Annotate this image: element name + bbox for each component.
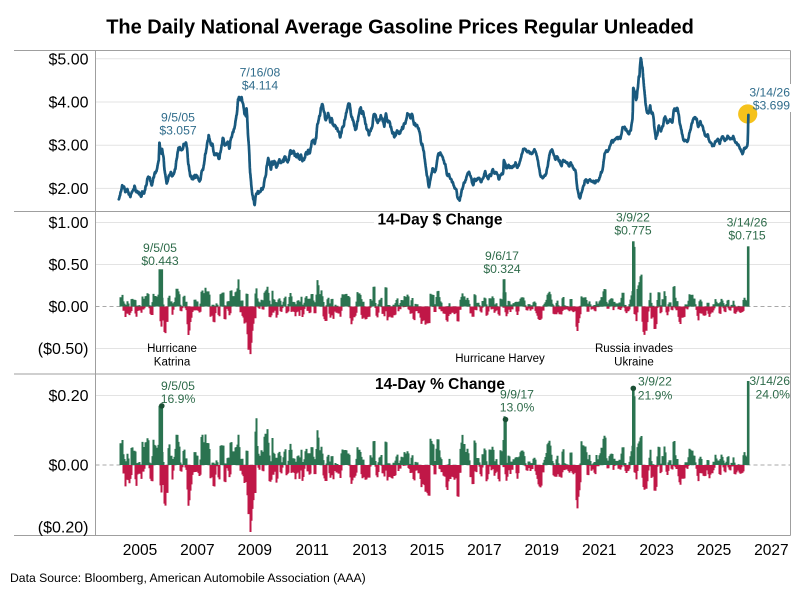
svg-text:16.9%: 16.9%	[161, 392, 196, 406]
svg-text:14-Day $ Change: 14-Day $ Change	[378, 212, 503, 229]
svg-text:2017: 2017	[467, 542, 501, 559]
svg-text:2021: 2021	[582, 542, 616, 559]
svg-text:Data Source: Bloomberg, Americ: Data Source: Bloomberg, American Automob…	[10, 571, 366, 585]
svg-text:21.9%: 21.9%	[638, 389, 673, 403]
svg-text:3/14/26: 3/14/26	[749, 374, 790, 388]
svg-text:Hurricane Harvey: Hurricane Harvey	[455, 353, 545, 365]
svg-text:2007: 2007	[180, 542, 214, 559]
svg-text:3/14/26: 3/14/26	[749, 86, 790, 100]
svg-text:$4.114: $4.114	[242, 79, 279, 93]
svg-text:3/14/26: 3/14/26	[727, 216, 768, 230]
svg-text:$0.00: $0.00	[48, 299, 88, 316]
svg-text:($0.50): ($0.50)	[38, 341, 89, 358]
svg-text:Katrina: Katrina	[154, 357, 191, 369]
svg-text:$3.699: $3.699	[753, 99, 790, 113]
svg-text:2025: 2025	[697, 542, 731, 559]
svg-text:9/6/17: 9/6/17	[485, 249, 519, 263]
svg-text:7/16/08: 7/16/08	[240, 66, 281, 80]
svg-text:9/5/05: 9/5/05	[161, 379, 195, 393]
svg-text:Ukraine: Ukraine	[614, 357, 654, 369]
svg-text:$0.324: $0.324	[483, 262, 520, 276]
svg-text:2005: 2005	[123, 542, 157, 559]
svg-text:14-Day % Change: 14-Day % Change	[375, 376, 505, 393]
svg-text:$4.00: $4.00	[48, 95, 88, 112]
svg-text:9/5/05: 9/5/05	[143, 241, 177, 255]
svg-text:($0.20): ($0.20)	[38, 520, 89, 537]
svg-text:$0.715: $0.715	[728, 229, 765, 243]
svg-text:$2.00: $2.00	[48, 181, 88, 198]
svg-text:Russia invades: Russia invades	[595, 343, 673, 355]
svg-text:$0.443: $0.443	[141, 254, 178, 268]
svg-text:2023: 2023	[639, 542, 673, 559]
svg-text:13.0%: 13.0%	[500, 401, 535, 415]
svg-text:2009: 2009	[238, 542, 272, 559]
svg-text:$0.50: $0.50	[48, 257, 88, 274]
svg-text:$3.00: $3.00	[48, 138, 88, 155]
svg-text:Hurricane: Hurricane	[147, 343, 197, 355]
svg-text:2019: 2019	[525, 542, 559, 559]
svg-text:2015: 2015	[410, 542, 444, 559]
svg-text:2027: 2027	[754, 542, 788, 559]
svg-text:$3.057: $3.057	[159, 124, 196, 138]
svg-text:9/9/17: 9/9/17	[500, 388, 534, 402]
svg-text:2011: 2011	[296, 542, 329, 559]
svg-text:$5.00: $5.00	[48, 51, 88, 68]
svg-text:The Daily National Average Gas: The Daily National Average Gasoline Pric…	[106, 17, 694, 39]
svg-text:3/9/22: 3/9/22	[638, 375, 672, 389]
svg-text:$0.775: $0.775	[614, 224, 651, 238]
svg-text:2013: 2013	[352, 542, 386, 559]
svg-text:9/5/05: 9/5/05	[161, 111, 195, 125]
svg-text:$0.00: $0.00	[48, 458, 88, 475]
svg-text:$1.00: $1.00	[48, 215, 88, 232]
svg-text:24.0%: 24.0%	[755, 388, 790, 402]
svg-text:$0.20: $0.20	[48, 388, 88, 405]
svg-text:3/9/22: 3/9/22	[616, 211, 650, 225]
